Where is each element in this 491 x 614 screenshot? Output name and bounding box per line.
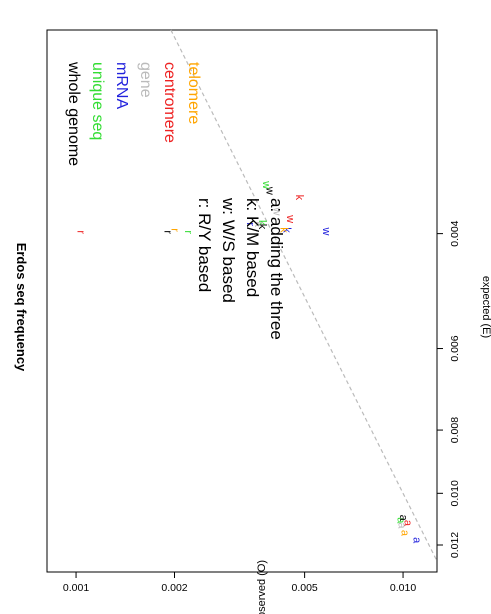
data-point: k (256, 220, 268, 226)
legend-set-item: whole genome (65, 61, 82, 166)
y-axis-label-group: observed (O) (256, 560, 268, 614)
data-point: a (397, 515, 409, 522)
data-point: r (244, 222, 256, 226)
data-point: w (284, 214, 296, 223)
data-point: w (260, 180, 272, 189)
data-point: a (394, 517, 406, 524)
y-tick-label: 0.002 (161, 582, 187, 594)
y-axis: 0.001 0.002 0.005 0.010 (63, 572, 416, 594)
data-point: w (320, 227, 332, 236)
x-tick-label: 0.012 (449, 532, 461, 558)
x-tick-label: 0.008 (449, 417, 461, 443)
data-point: a (399, 530, 411, 537)
y-axis-label: observed (O) (256, 560, 268, 614)
data-point: a (411, 537, 423, 544)
legend-type-item: a: adding the three (267, 198, 286, 340)
legend-set-item: gene (137, 62, 154, 98)
x-tick-label: 0.004 (449, 220, 461, 246)
x-axis-label: expected (E) (480, 276, 491, 338)
data-point: k (252, 222, 264, 228)
legend-type-item: k: K/M based (243, 198, 262, 297)
legend-types: r: R/Y based w: W/S based k: K/M based a: a… (195, 197, 286, 340)
legend-set-item: telomere (185, 62, 202, 124)
data-point: r (182, 230, 194, 234)
data-point: k (277, 227, 289, 233)
legend-set-item: unique seq (89, 62, 106, 140)
data-point: r (161, 230, 173, 234)
x-tick-label: 0.010 (449, 480, 461, 506)
data-point: w (271, 207, 283, 216)
data-point: k (293, 195, 305, 201)
data-point: a (396, 522, 408, 529)
legend-type-item: r: R/Y based (195, 198, 214, 292)
legend-sets: whole genome unique seq mRNA gene centromere… (65, 61, 202, 166)
data-point: r (169, 228, 181, 232)
data-point: k (256, 224, 268, 230)
x-axis: 0.004 0.006 0.008 0.010 0.012 (437, 220, 461, 558)
data-point: a (401, 520, 413, 527)
y-tick-label: 0.005 (291, 582, 317, 594)
x-tick-label: 0.006 (449, 335, 461, 361)
legend-set-item: centromere (161, 62, 178, 143)
data-point: r (74, 230, 86, 234)
y-tick-label: 0.010 (390, 582, 416, 594)
legend-type-item: w: W/S based (219, 197, 238, 303)
chart-title: Erdos seq frequency (14, 243, 29, 372)
data-point: w (263, 186, 275, 195)
reference-line (170, 29, 438, 562)
y-tick-label: 0.001 (63, 582, 89, 594)
data-point: k (281, 227, 293, 233)
plot-frame (46, 29, 438, 573)
legend-set-item: mRNA (113, 62, 130, 109)
